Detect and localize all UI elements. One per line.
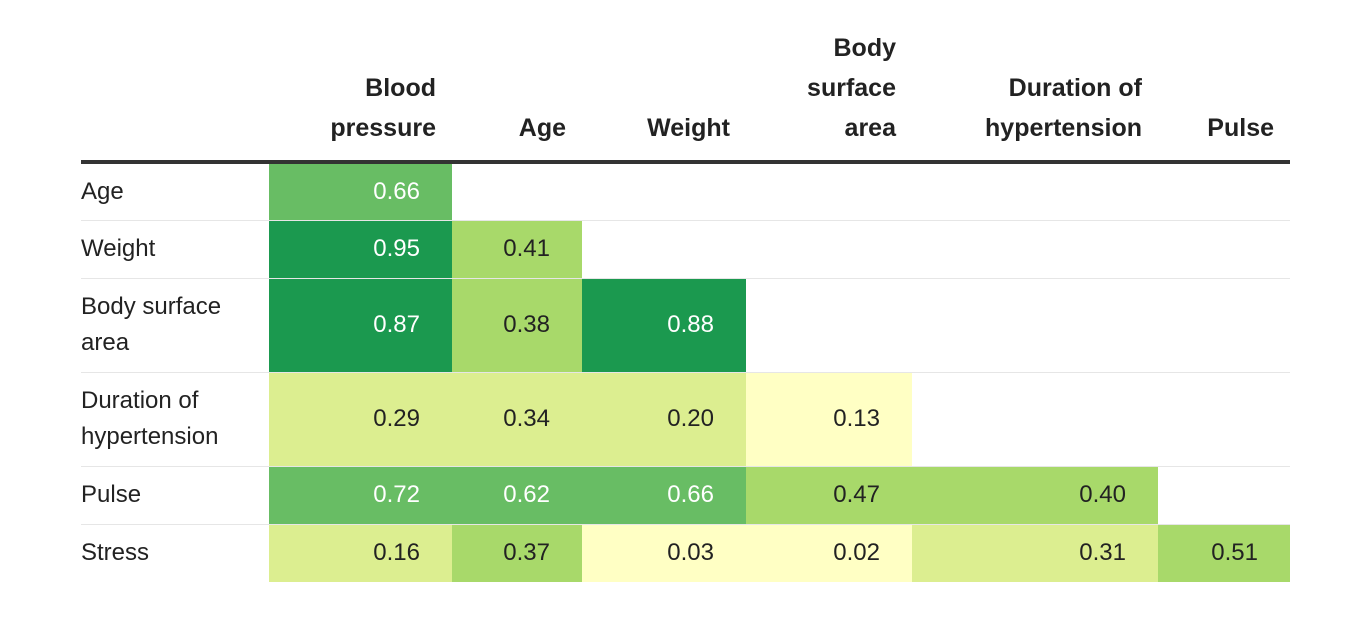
correlation-heatmap-table: Blood pressure Age Weight Body surface a… <box>81 26 1290 582</box>
heatmap-cell-duration-of-hypertension-age: 0.34 <box>452 372 582 466</box>
heatmap-cell-duration-of-hypertension-blood-pressure: 0.29 <box>269 372 452 466</box>
heatmap-cell-pulse-duration-of-hypertension: 0.40 <box>912 466 1158 524</box>
empty-cell <box>582 220 746 278</box>
empty-cell <box>746 162 912 220</box>
empty-cell <box>1158 278 1290 372</box>
empty-cell <box>912 220 1158 278</box>
heatmap-cell-duration-of-hypertension-weight: 0.20 <box>582 372 746 466</box>
row-label-age: Age <box>81 177 124 205</box>
row-label-pulse: Pulse <box>81 481 142 508</box>
heatmap-row-duration-of-hypertension: Duration of hypertension 0.29 0.34 0.20 0.13 <box>81 372 1290 466</box>
empty-cell <box>746 220 912 278</box>
column-header-blood-pressure: Blood pressure <box>269 26 452 164</box>
column-header-pulse: Pulse <box>1158 26 1290 164</box>
empty-cell <box>582 162 746 220</box>
heatmap-cell-stress-body-surface-area: 0.02 <box>746 524 912 582</box>
heatmap-cell-stress-weight: 0.03 <box>582 524 746 582</box>
heatmap-row-weight: Weight 0.95 0.41 <box>81 220 1290 278</box>
heatmap-cell-body-surface-area-weight: 0.88 <box>582 278 746 372</box>
heatmap-cell-pulse-age: 0.62 <box>452 466 582 524</box>
empty-cell <box>1158 162 1290 220</box>
column-header-age: Age <box>452 26 582 164</box>
empty-cell <box>912 278 1158 372</box>
heatmap-cell-pulse-blood-pressure: 0.72 <box>269 466 452 524</box>
heatmap-row-pulse: Pulse 0.72 0.62 0.66 0.47 0.40 <box>81 466 1290 524</box>
heatmap-row-body-surface-area: Body surface area 0.87 0.38 0.88 <box>81 278 1290 372</box>
heatmap-cell-weight-blood-pressure: 0.95 <box>269 220 452 278</box>
heatmap-cell-body-surface-area-blood-pressure: 0.87 <box>269 278 452 372</box>
column-header-duration-of-hypertension: Duration of hypertension <box>912 26 1158 164</box>
heatmap-cell-stress-blood-pressure: 0.16 <box>269 524 452 582</box>
heatmap-cell-stress-age: 0.37 <box>452 524 582 582</box>
empty-cell <box>912 372 1158 466</box>
heatmap-cell-age-blood-pressure: 0.66 <box>269 162 452 220</box>
heatmap-cell-pulse-body-surface-area: 0.47 <box>746 466 912 524</box>
heatmap-cell-weight-age: 0.41 <box>452 220 582 278</box>
row-label-weight: Weight <box>81 235 156 262</box>
heatmap-cell-duration-of-hypertension-body-surface-area: 0.13 <box>746 372 912 466</box>
heatmap-cell-stress-pulse: 0.51 <box>1158 524 1290 582</box>
corner-cell <box>81 26 269 164</box>
heatmap-row-stress: Stress 0.16 0.37 0.03 0.02 0.31 0.51 <box>81 524 1290 582</box>
empty-cell <box>912 162 1158 220</box>
empty-cell <box>452 162 582 220</box>
column-header-row: Blood pressure Age Weight Body surface a… <box>81 26 1290 164</box>
empty-cell <box>1158 220 1290 278</box>
empty-cell <box>1158 372 1290 466</box>
row-label-body-surface-area: Body surface area <box>81 293 222 356</box>
heatmap-body: Age 0.66 Weight 0.95 0.41 Body surface area 0.… <box>81 162 1290 582</box>
column-header-body-surface-area: Body surface area <box>746 26 912 164</box>
empty-cell <box>746 278 912 372</box>
row-label-stress: Stress <box>81 539 150 567</box>
heatmap-cell-body-surface-area-age: 0.38 <box>452 278 582 372</box>
heatmap-cell-pulse-weight: 0.66 <box>582 466 746 524</box>
row-label-duration-of-hypertension: Duration of hypertension <box>81 387 219 450</box>
heatmap-row-age: Age 0.66 <box>81 162 1290 220</box>
column-header-weight: Weight <box>582 26 746 164</box>
heatmap-cell-stress-duration-of-hypertension: 0.31 <box>912 524 1158 582</box>
empty-cell <box>1158 466 1290 524</box>
